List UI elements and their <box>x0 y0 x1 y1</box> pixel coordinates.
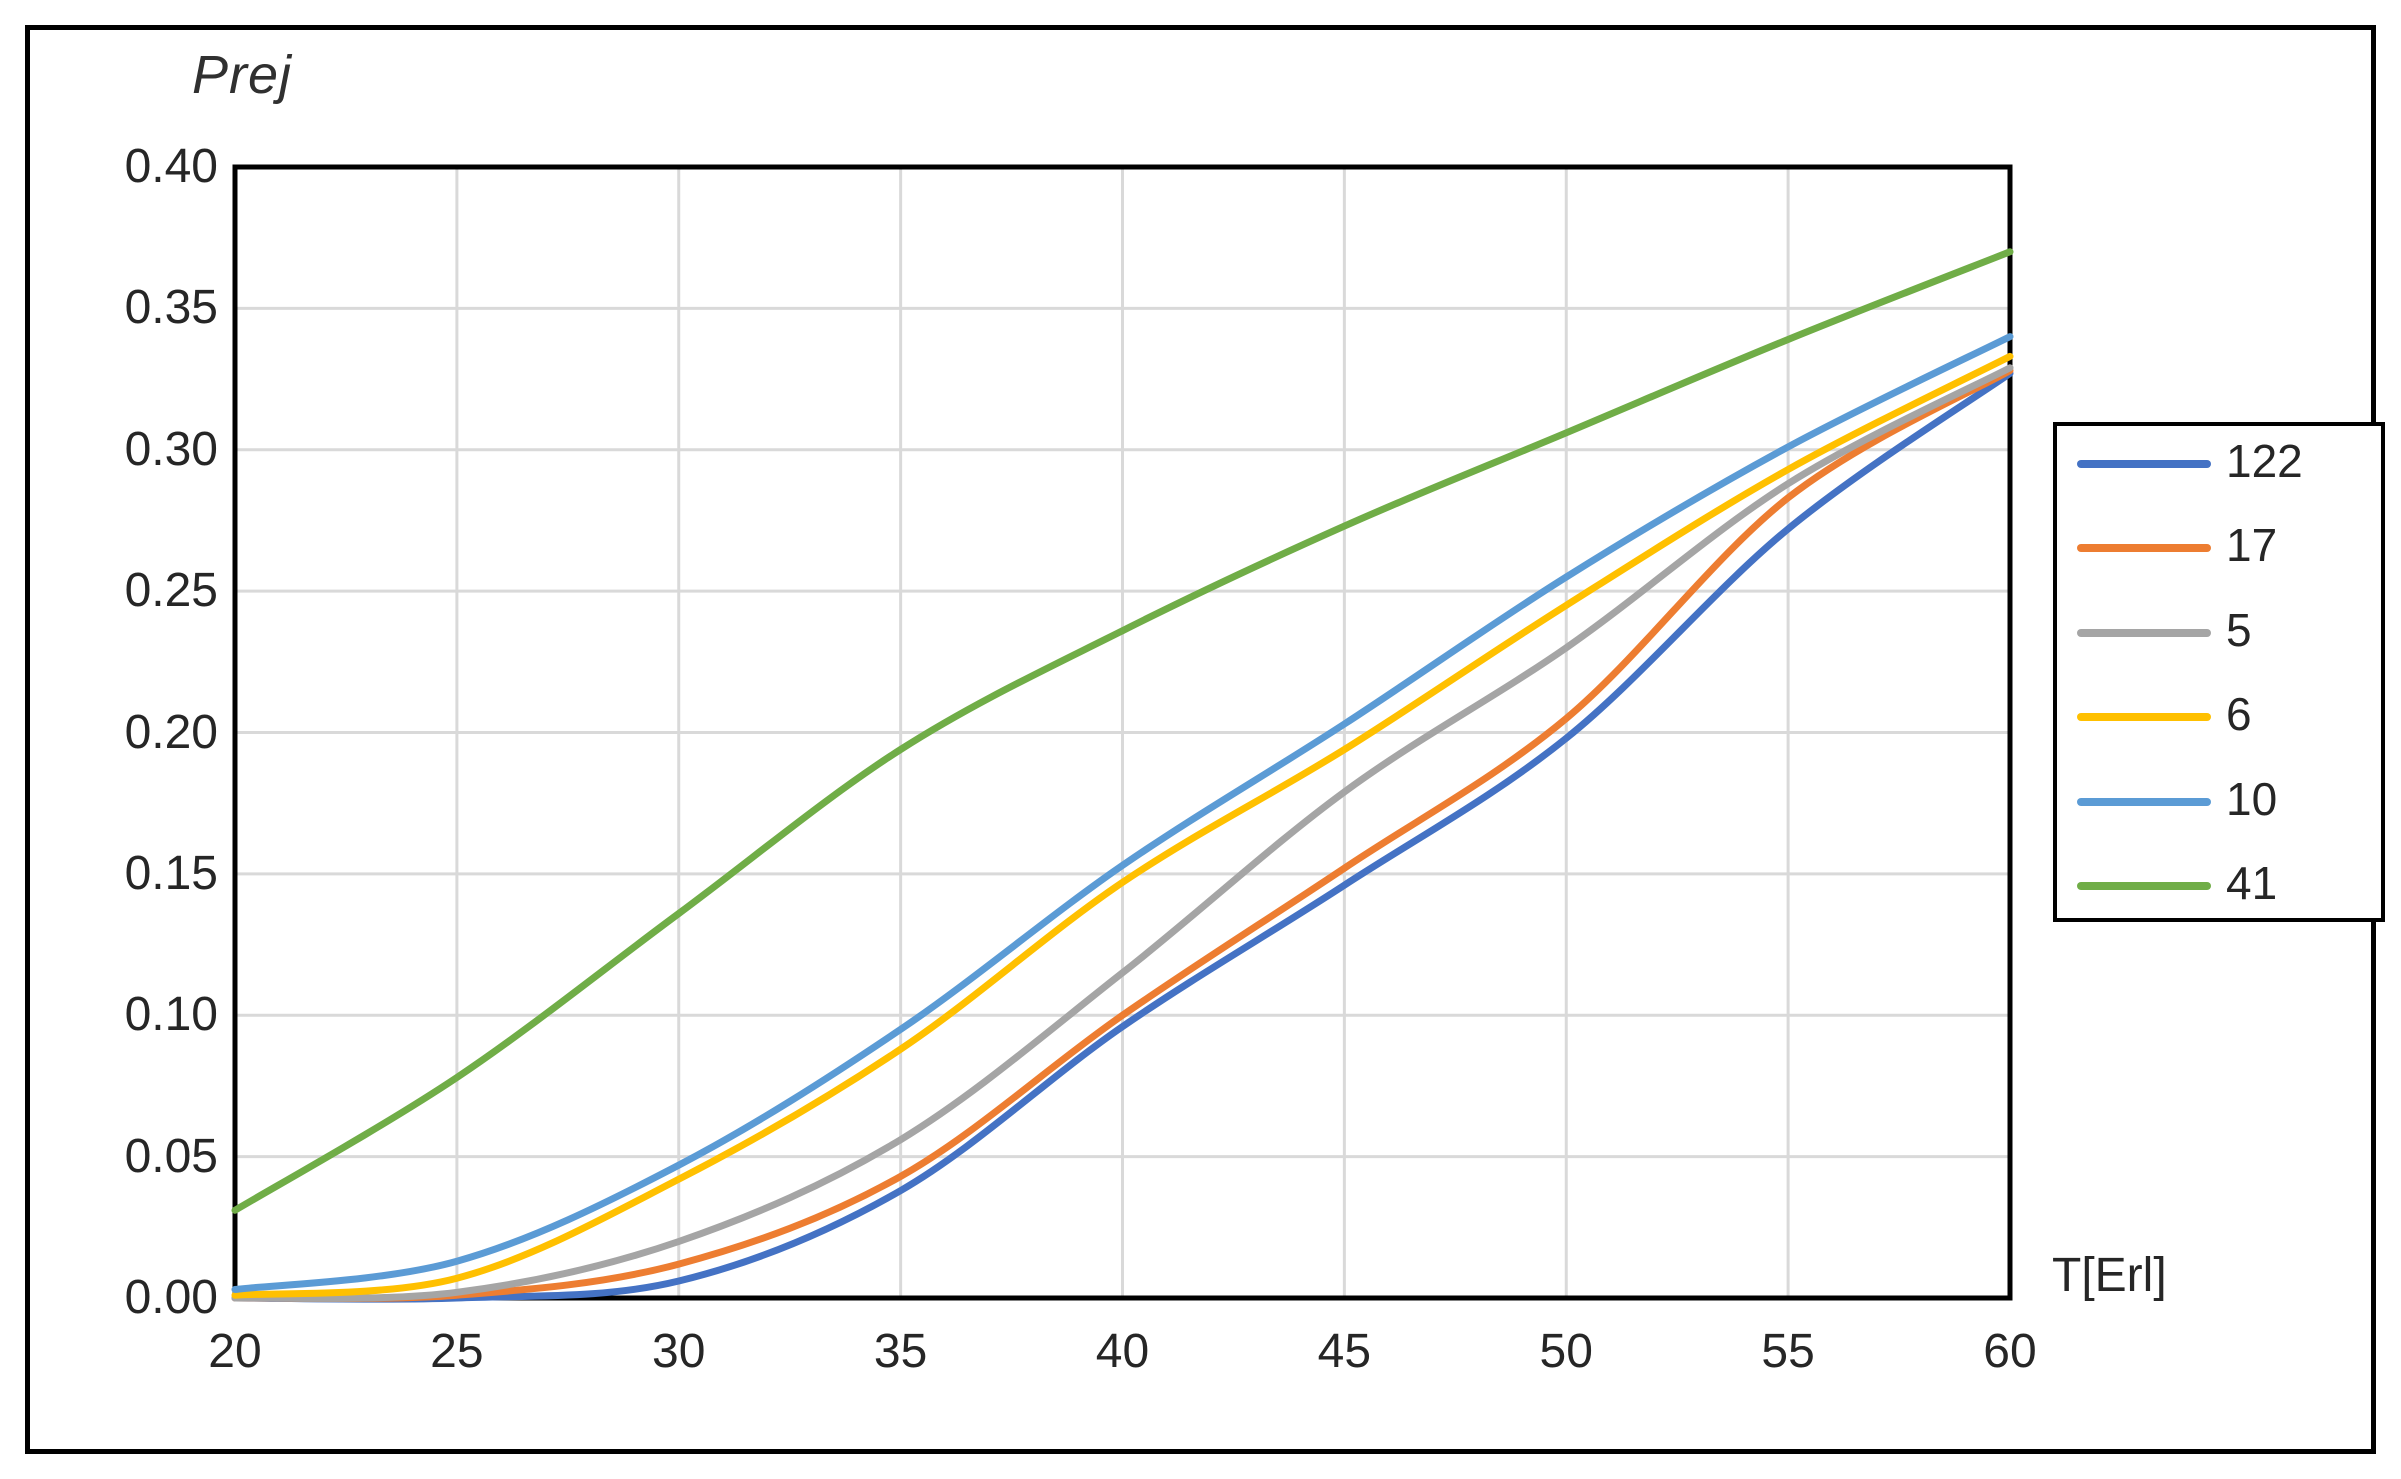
x-tick-label: 20 <box>208 1325 262 1378</box>
x-tick-label: 60 <box>1983 1325 2037 1378</box>
legend-swatch <box>2077 460 2211 468</box>
series-line-122 <box>231 369 2014 1303</box>
series-line-17 <box>231 367 2014 1303</box>
plot-border <box>232 164 2013 1301</box>
y-tick-label: 0.15 <box>124 846 218 900</box>
legend-swatch <box>2077 882 2211 890</box>
y-tick-label: 0.25 <box>124 564 218 618</box>
x-tick-label: 35 <box>873 1325 928 1378</box>
x-tick-label: 30 <box>652 1325 706 1378</box>
legend-label: 10 <box>2226 772 2278 825</box>
x-tick-label: 45 <box>1317 1325 1372 1378</box>
legend-swatch <box>2077 713 2211 722</box>
legend-label: 41 <box>2226 857 2278 909</box>
legend-label: 122 <box>2226 435 2303 487</box>
legend-swatch <box>2077 797 2211 806</box>
y-tick-label: 0.20 <box>124 705 218 759</box>
legend: 122 17 5 6 10 41 <box>2053 422 2385 922</box>
legend-label: 17 <box>2226 519 2278 572</box>
x-axis-title: T[Erl] <box>2052 1249 2167 1302</box>
x-tick-label: 40 <box>1095 1325 1150 1378</box>
y-tick-label: 0.05 <box>124 1129 218 1183</box>
legend-swatch <box>2077 544 2211 553</box>
chart-title: Prej <box>192 45 293 105</box>
x-tick-label: 25 <box>430 1325 484 1378</box>
y-tick-label: 0.30 <box>124 422 218 476</box>
x-tick-label: 55 <box>1761 1325 1815 1378</box>
series-line-41 <box>231 248 2014 1214</box>
y-tick-label: 0.10 <box>124 988 218 1042</box>
legend-label: 5 <box>2226 603 2252 656</box>
legend-label: 6 <box>2226 688 2252 741</box>
gridlines <box>235 167 2010 1298</box>
y-tick-label: 0.35 <box>124 281 218 335</box>
series-line-6 <box>231 352 2014 1299</box>
y-tick-label: 0.00 <box>124 1271 218 1324</box>
series-line-5 <box>231 364 2014 1302</box>
x-tick-label: 50 <box>1539 1325 1593 1378</box>
legend-swatch <box>2077 628 2211 637</box>
series-line-10 <box>231 333 2014 1293</box>
y-tick-label: 0.40 <box>124 140 218 193</box>
